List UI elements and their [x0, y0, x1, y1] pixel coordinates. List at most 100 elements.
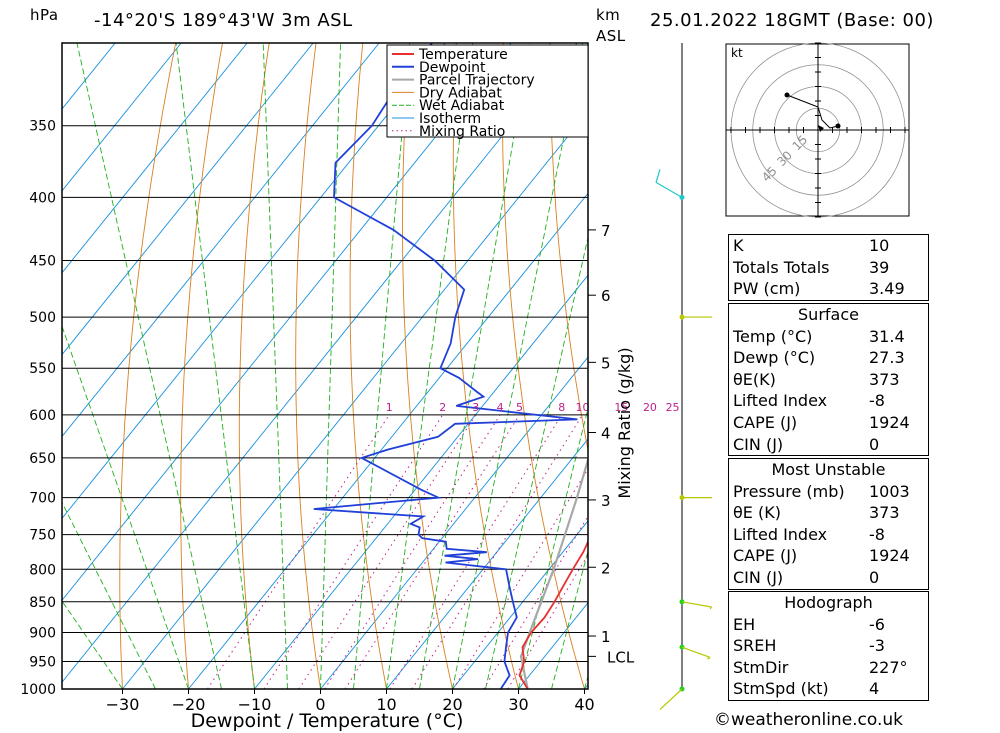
chart-grid: [62, 43, 588, 689]
table-row: Totals Totals 39: [729, 257, 928, 279]
table-key: EH: [733, 614, 756, 634]
table-key: CAPE (J): [733, 546, 798, 566]
most-unstable-table: Most Unstable Pressure (mb) 1003 θE (K) 373 L…: [728, 458, 929, 590]
pressure-tick-label: 550: [29, 361, 56, 377]
credit-text: ©weatheronline.co.uk: [714, 710, 904, 730]
height-ref-label: ASL: [596, 27, 626, 45]
datetime-title: 25.01.2022 18GMT (Base: 00): [650, 10, 934, 31]
mixing-ratio-value: 2: [439, 401, 446, 414]
height-tick-label: 3: [601, 492, 611, 510]
pressure-tick-label: 900: [29, 625, 56, 641]
table-value: -3: [869, 636, 885, 656]
pressure-grid-lines: [62, 125, 588, 690]
mixing-ratio-value: 25: [666, 401, 680, 414]
pressure-tick-label: 650: [29, 451, 56, 467]
dry-adiabat-line: [452, 43, 519, 689]
table-value: 0: [869, 567, 880, 587]
pressure-tick-label: 500: [29, 310, 56, 326]
table-value: 4: [869, 679, 880, 699]
table-value: 1924: [869, 412, 910, 432]
table-key: Pressure (mb): [733, 481, 845, 501]
pressure-tick-label: 850: [29, 595, 56, 611]
isotherm-line: [62, 43, 446, 520]
wet-adiabat-line: [76, 43, 222, 689]
mixing-ratio-line: [344, 414, 520, 689]
legend-entry: Dry Adiabat: [419, 85, 502, 101]
dry-adiabat-line: [238, 43, 270, 689]
legend-entry: Wet Adiabat: [419, 98, 505, 114]
table-row: PW (cm) 3.49: [729, 278, 928, 300]
table-key: K: [733, 236, 744, 255]
temperature-tick-label: 20: [442, 695, 462, 714]
x-axis-label: Dewpoint / Temperature (°C): [191, 710, 464, 732]
height-tick-label: 5: [601, 354, 611, 372]
table-key: CIN (J): [733, 434, 784, 454]
wet-adiabat-line: [175, 43, 255, 689]
mixing-ratio-value: 1: [386, 401, 393, 414]
wet-adiabat-line: [262, 43, 288, 689]
legend-entry: Isotherm: [419, 111, 481, 127]
wind-barb: [681, 601, 712, 608]
table-key: StmDir: [733, 657, 789, 677]
wind-barb-flag: [707, 656, 711, 660]
mixing-ratio-line: [298, 414, 477, 689]
legend-entry: Dewpoint: [419, 60, 486, 76]
mixing-ratio-labels: 1 2 3 4 5 8 10 15 20 25: [386, 401, 680, 414]
isotherm-line: [452, 520, 588, 689]
table-key: θE(K): [733, 369, 776, 389]
table-key: SREH: [733, 636, 777, 656]
height-unit-label: km: [596, 6, 621, 24]
table-row: EH -6: [729, 614, 928, 636]
table-value: 227°: [869, 657, 908, 677]
wet-adiabat-line: [419, 43, 531, 689]
height-tick-label: 7: [601, 222, 611, 240]
table-row: StmDir 227°: [729, 657, 928, 679]
temperature-tick-label: 0: [315, 695, 325, 714]
indices-table: K 10 Totals Totals 39 PW (cm) 3.49: [728, 234, 929, 301]
table-key: CIN (J): [733, 567, 784, 587]
table-section-title: Hodograph: [784, 593, 873, 612]
hodograph-table: Hodograph EH -6 SREH -3 StmDir 227° StmSpd (kt)…: [728, 591, 929, 701]
table-row: Dewp (°C) 27.3: [729, 347, 928, 369]
mixing-ratio-value: 3: [472, 401, 479, 414]
table-row: SREH -3: [729, 635, 928, 657]
table-key: θE (K): [733, 503, 781, 523]
pressure-tick-label: 750: [29, 528, 56, 544]
table-row: θE(K) 373: [729, 369, 928, 391]
pressure-unit-label: hPa: [30, 6, 59, 24]
wet-adiabat-line: [320, 43, 342, 689]
table-value: 31.4: [869, 326, 905, 346]
location-title: -14°20'S 189°43'W 3m ASL: [94, 10, 353, 31]
table-row: θE (K) 373: [729, 502, 928, 524]
dry-adiabat-line: [549, 43, 588, 453]
table-row: CIN (J) 0: [729, 567, 928, 589]
legend-entry: Mixing Ratio: [419, 124, 505, 140]
dry-adiabat-line: [119, 43, 177, 689]
table-row: Pressure (mb) 1003: [729, 481, 928, 503]
wind-profile: [655, 43, 713, 710]
dry-adiabat-line: [295, 43, 321, 689]
table-value: -8: [869, 391, 885, 411]
table-section-title: Most Unstable: [771, 460, 886, 479]
table-value: 3.49: [869, 279, 905, 299]
isotherm-line: [62, 43, 512, 602]
hodograph-trace: [786, 94, 839, 129]
temperature-tick-label: −20: [172, 695, 206, 714]
dry-adiabat-line: [180, 43, 223, 689]
storm-motion-marker: [818, 125, 824, 132]
pressure-tick-label: 700: [29, 491, 56, 507]
table-value: -6: [869, 614, 885, 634]
mixing-ratio-value: 10: [575, 401, 589, 414]
isotherm-line: [386, 438, 588, 689]
table-key: StmSpd (kt): [733, 679, 829, 699]
isotherm-line: [254, 274, 588, 689]
table-row: Lifted Index -8: [729, 524, 928, 546]
table-key: Totals Totals: [733, 257, 830, 277]
height-tick-label: 6: [601, 287, 611, 305]
pressure-tick-label: 350: [29, 119, 56, 135]
isotherm-line: [62, 43, 578, 683]
wind-barb-flag: [709, 606, 713, 610]
wet-adiabat-line: [452, 43, 584, 689]
